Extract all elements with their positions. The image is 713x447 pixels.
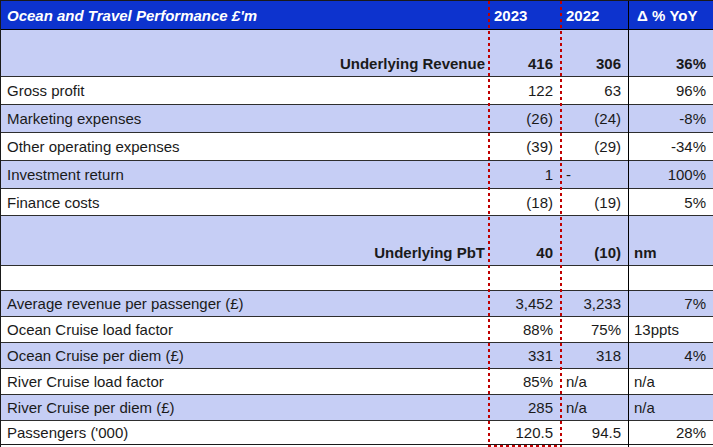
row-other-operating-expenses: Other operating expenses (39) (29) -34% [1,133,713,161]
cell-2022[interactable]: 75% [560,317,628,342]
cell-yoy[interactable] [628,266,713,290]
cell-yoy[interactable]: -34% [628,133,713,160]
cell-yoy[interactable]: 100% [628,161,713,188]
cell-2023[interactable]: (18) [488,189,560,215]
cell-yoy[interactable]: 13ppts [628,317,713,342]
cell-label[interactable]: Underlying Revenue [1,30,488,76]
row-marketing-expenses: Marketing expenses (26) (24) -8% [1,105,713,133]
cell-2023[interactable]: 40 [488,216,560,265]
cell-label[interactable]: Marketing expenses [1,105,488,132]
row-finance-costs: Finance costs (18) (19) 5% [1,189,713,216]
cell-2022[interactable]: (19) [560,189,628,215]
cell-2023[interactable]: 1 [488,161,560,188]
cell-label[interactable]: Passengers ('000) [1,421,488,444]
cell-2022[interactable]: 63 [560,77,628,104]
cell-label[interactable]: Other operating expenses [1,133,488,160]
cell-label[interactable] [1,266,488,290]
cell-2022[interactable]: 94.5 [560,421,628,444]
cell-yoy[interactable]: 7% [628,291,713,316]
cell-2022[interactable]: (24) [560,105,628,132]
cell-yoy[interactable]: 4% [628,343,713,368]
row-investment-return: Investment return 1 - 100% [1,161,713,189]
cell-2023[interactable]: 120.5 [488,421,560,444]
cell-2023[interactable]: 285 [488,395,560,420]
cell-label[interactable]: Ocean Cruise per diem (£) [1,343,488,368]
cell-2023[interactable]: (39) [488,133,560,160]
cell-yoy[interactable]: nm [628,216,713,265]
col-header-2022[interactable]: 2022 [560,1,628,29]
cell-2023[interactable]: 331 [488,343,560,368]
cell-2023[interactable]: 88% [488,317,560,342]
cell-2022[interactable]: n/a [560,369,628,394]
cell-yoy[interactable]: 96% [628,77,713,104]
cell-2022[interactable]: 3,233 [560,291,628,316]
cell-2022[interactable]: (10) [560,216,628,265]
header-row: Ocean and Travel Performance £'m 2023 20… [1,1,713,30]
cell-2022[interactable] [560,266,628,290]
cell-label[interactable]: Underlying PbT [1,216,488,265]
cell-2023[interactable]: 85% [488,369,560,394]
cell-2022[interactable]: n/a [560,395,628,420]
col-header-yoy[interactable]: Δ % YoY [628,1,713,29]
row-river-cruise-load-factor: River Cruise load factor 85% n/a n/a [1,369,713,395]
cell-2022[interactable]: 318 [560,343,628,368]
table-title[interactable]: Ocean and Travel Performance £'m [1,1,488,29]
cell-2023[interactable]: (26) [488,105,560,132]
cell-label[interactable]: Investment return [1,161,488,188]
cell-2023[interactable]: 3,452 [488,291,560,316]
cell-yoy[interactable]: 5% [628,189,713,215]
cell-2023[interactable]: 122 [488,77,560,104]
row-spacer [1,266,713,291]
cell-2023[interactable] [488,266,560,290]
cell-yoy[interactable]: n/a [628,395,713,420]
cell-2022[interactable]: - [560,161,628,188]
cell-label[interactable]: Finance costs [1,189,488,215]
spreadsheet-table: Ocean and Travel Performance £'m 2023 20… [0,0,713,447]
cell-label[interactable]: Gross profit [1,77,488,104]
cell-2022[interactable]: (29) [560,133,628,160]
row-gross-profit: Gross profit 122 63 96% [1,77,713,105]
cell-label[interactable]: Average revenue per passenger (£) [1,291,488,316]
cell-label[interactable]: River Cruise per diem (£) [1,395,488,420]
cell-2023[interactable]: 416 [488,30,560,76]
cell-yoy[interactable]: n/a [628,369,713,394]
cell-label[interactable]: Ocean Cruise load factor [1,317,488,342]
row-ocean-cruise-per-diem: Ocean Cruise per diem (£) 331 318 4% [1,343,713,369]
row-river-cruise-per-diem: River Cruise per diem (£) 285 n/a n/a [1,395,713,421]
row-underlying-pbt: Underlying PbT 40 (10) nm [1,216,713,266]
row-average-revenue-per-passenger: Average revenue per passenger (£) 3,452 … [1,291,713,317]
row-ocean-cruise-load-factor: Ocean Cruise load factor 88% 75% 13ppts [1,317,713,343]
cell-yoy[interactable]: 36% [628,30,713,76]
cell-label[interactable]: River Cruise load factor [1,369,488,394]
cell-yoy[interactable]: -8% [628,105,713,132]
row-passengers: Passengers ('000) 120.5 94.5 28% [1,421,713,445]
cell-yoy[interactable]: 28% [628,421,713,444]
col-header-2023[interactable]: 2023 [488,1,560,29]
row-underlying-revenue: Underlying Revenue 416 306 36% [1,30,713,77]
cell-2022[interactable]: 306 [560,30,628,76]
